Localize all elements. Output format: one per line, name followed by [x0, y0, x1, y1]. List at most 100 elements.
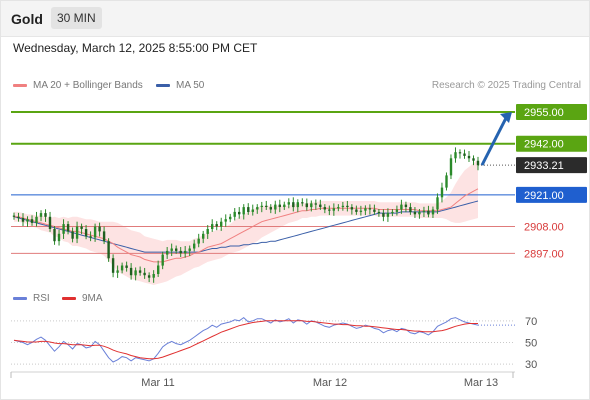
ma9-swatch [62, 297, 76, 300]
candle-body [220, 221, 223, 227]
candle-body [75, 226, 79, 239]
candle-body [431, 209, 435, 215]
candle-body [170, 248, 173, 251]
candle-body [21, 218, 25, 222]
candle-body [440, 187, 444, 198]
candle-body [265, 205, 268, 207]
candle-body [472, 158, 475, 161]
candle-body [89, 236, 92, 238]
candle-body [17, 216, 20, 218]
ma50-swatch [156, 84, 170, 87]
candle-body [188, 248, 191, 251]
level-tag-3 [516, 186, 587, 203]
candle-body [454, 152, 457, 159]
candle-body [143, 272, 146, 276]
candle-body [467, 155, 471, 159]
candle-body [382, 213, 385, 217]
candle-body [247, 207, 250, 212]
legend-9ma: 9MA [62, 293, 103, 304]
candle-body [98, 226, 101, 232]
candle-body [328, 209, 331, 211]
level-label-3: 2921.00 [524, 190, 564, 202]
candle-body [278, 204, 281, 207]
symbol-title: Gold [11, 11, 43, 27]
candle-body [48, 216, 52, 229]
level-tag-1 [516, 135, 587, 152]
candle-body [35, 216, 38, 223]
candle-body [391, 211, 394, 214]
candle-body [233, 211, 236, 217]
candle-body [269, 207, 272, 210]
candle-body [337, 207, 340, 209]
level-label-2: 2933.21 [524, 160, 564, 172]
candle-body [323, 207, 326, 210]
candle-body [53, 229, 56, 242]
candle-body [202, 233, 205, 239]
candle-body [346, 205, 349, 207]
candle-body [251, 209, 254, 212]
candle-body [404, 204, 408, 207]
candle-body [310, 203, 313, 208]
legend-ma20: MA 20 + Bollinger Bands [13, 80, 143, 91]
candle-body [386, 213, 390, 217]
candle-body [184, 250, 187, 254]
candle-body [476, 160, 480, 166]
candle-body [62, 224, 65, 234]
ma50-line [13, 200, 479, 253]
candle-body [355, 209, 358, 212]
candle-body [364, 208, 367, 211]
candle-body [166, 250, 169, 255]
candle-body [157, 265, 160, 274]
candle-body [377, 211, 381, 214]
candle-body [224, 219, 227, 222]
candle-body [274, 204, 277, 210]
candle-body [256, 207, 259, 210]
candle-body [449, 158, 453, 176]
candle-body [395, 209, 399, 212]
level-label-4: 2908.00 [524, 222, 564, 234]
level-label-5: 2897.00 [524, 248, 564, 260]
candle-body [116, 270, 119, 273]
candle-body [400, 204, 403, 210]
candle-body [193, 243, 196, 249]
level-label-1: 2942.00 [524, 139, 564, 151]
candle-body [107, 241, 110, 259]
candle-body [373, 209, 376, 212]
candle-body [368, 208, 372, 210]
candle-body [445, 175, 448, 188]
candle-body [287, 202, 290, 205]
candle-body [422, 210, 426, 212]
timeframe-button[interactable]: 30 MIN [51, 7, 102, 29]
legend-rsi-label: RSI [33, 293, 50, 304]
rsi-ma-line [13, 320, 478, 360]
level-tag-0 [516, 104, 587, 121]
level-label-0: 2955.00 [524, 107, 564, 119]
candle-body [102, 231, 106, 242]
candle-body [409, 207, 412, 212]
candle-body [129, 267, 133, 276]
candle-body [39, 213, 43, 217]
x-tick-label: Mar 12 [313, 377, 347, 389]
candle-body [427, 210, 430, 215]
rsi-tick-label: 70 [525, 316, 537, 328]
candle-body [436, 197, 439, 210]
candle-body [238, 211, 241, 215]
candle-body [125, 265, 128, 268]
candle-body [283, 204, 286, 207]
candle-body [175, 248, 178, 251]
candle-body [206, 229, 209, 234]
candle-body [215, 224, 218, 227]
candle-body [111, 258, 115, 273]
candle-body [458, 152, 462, 154]
legend-rsi: RSI [13, 293, 50, 304]
candle-body [12, 215, 16, 217]
rsi-tick-label: 50 [525, 338, 537, 350]
candle-body [134, 270, 137, 276]
candle-body [80, 226, 83, 229]
candle-body [418, 211, 421, 215]
candle-body [57, 233, 61, 242]
candle-body [84, 229, 88, 237]
rsi-tick-label: 30 [525, 359, 537, 371]
candle-body [179, 250, 182, 254]
